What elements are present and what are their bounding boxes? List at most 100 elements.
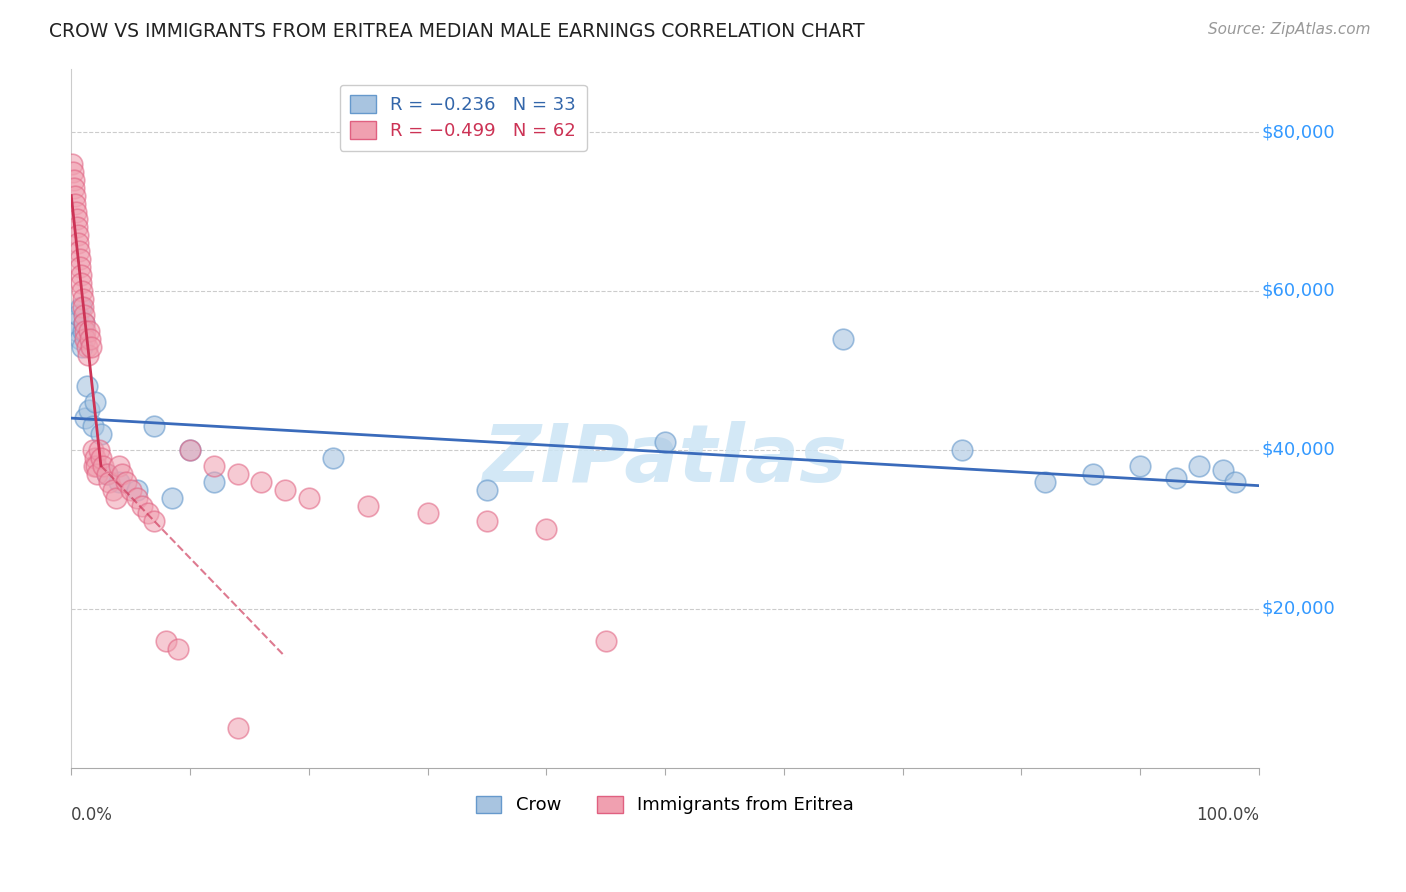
Point: [69, 252, 91, 267]
Point: [82, 442, 104, 457]
Text: CROW VS IMMIGRANTS FROM ERITREA MEDIAN MALE EARNINGS CORRELATION CHART: CROW VS IMMIGRANTS FROM ERITREA MEDIAN M…: [49, 22, 865, 41]
Point: [832, 332, 855, 346]
Point: [77, 324, 100, 338]
Point: [105, 491, 128, 505]
Point: [475, 515, 498, 529]
Point: [250, 475, 273, 489]
Point: [143, 419, 166, 434]
Point: [1212, 463, 1234, 477]
Point: [76, 379, 98, 393]
Point: [67, 308, 90, 322]
Point: [1129, 458, 1152, 473]
Point: [120, 483, 142, 497]
Point: [76, 340, 98, 354]
Point: [63, 180, 86, 194]
Legend: Crow, Immigrants from Eritrea: Crow, Immigrants from Eritrea: [470, 789, 860, 822]
Point: [75, 332, 97, 346]
Point: [66, 228, 89, 243]
Text: $40,000: $40,000: [1261, 441, 1334, 458]
Text: ZIPatlas: ZIPatlas: [482, 421, 848, 499]
Point: [96, 467, 118, 481]
Point: [65, 212, 87, 227]
Point: [66, 324, 89, 338]
Point: [179, 442, 201, 457]
Point: [1033, 475, 1056, 489]
Point: [66, 220, 89, 235]
Point: [167, 641, 190, 656]
Point: [69, 260, 91, 274]
Point: [202, 458, 225, 473]
Point: [179, 442, 201, 457]
Point: [84, 395, 107, 409]
Text: $80,000: $80,000: [1261, 123, 1334, 141]
Point: [160, 491, 183, 505]
Point: [115, 475, 138, 489]
Point: [131, 499, 153, 513]
Point: [226, 721, 249, 735]
Point: [82, 419, 104, 434]
Text: 100.0%: 100.0%: [1197, 806, 1258, 824]
Point: [274, 483, 297, 497]
Point: [69, 332, 91, 346]
Point: [73, 316, 96, 330]
Point: [63, 316, 86, 330]
Point: [70, 340, 93, 354]
Point: [107, 458, 129, 473]
Text: Source: ZipAtlas.com: Source: ZipAtlas.com: [1208, 22, 1371, 37]
Point: [90, 427, 112, 442]
Point: [226, 467, 249, 481]
Text: $60,000: $60,000: [1261, 282, 1334, 300]
Point: [202, 475, 225, 489]
Point: [65, 196, 87, 211]
Point: [101, 483, 124, 497]
Point: [67, 244, 90, 259]
Point: [1223, 475, 1246, 489]
Point: [107, 475, 129, 489]
Point: [84, 450, 107, 465]
Point: [595, 633, 617, 648]
Point: [111, 467, 134, 481]
Point: [475, 483, 498, 497]
Point: [80, 340, 103, 354]
Text: $20,000: $20,000: [1261, 599, 1334, 618]
Point: [84, 458, 107, 473]
Point: [90, 450, 112, 465]
Point: [79, 332, 101, 346]
Point: [77, 403, 100, 417]
Point: [62, 165, 84, 179]
Point: [65, 204, 87, 219]
Point: [86, 467, 108, 481]
Point: [70, 276, 93, 290]
Point: [416, 507, 439, 521]
Point: [654, 434, 676, 449]
Point: [75, 411, 97, 425]
Point: [91, 458, 114, 473]
Point: [62, 173, 84, 187]
Point: [1164, 471, 1187, 485]
Point: [76, 347, 98, 361]
Point: [62, 157, 84, 171]
Point: [72, 324, 94, 338]
Point: [96, 467, 118, 481]
Point: [67, 236, 90, 251]
Point: [1081, 467, 1104, 481]
Point: [125, 491, 148, 505]
Point: [72, 300, 94, 314]
Point: [73, 308, 96, 322]
Point: [70, 284, 93, 298]
Text: 0.0%: 0.0%: [72, 806, 112, 824]
Point: [357, 499, 380, 513]
Point: [138, 507, 160, 521]
Point: [83, 458, 105, 473]
Point: [125, 483, 148, 497]
Point: [536, 522, 558, 536]
Point: [155, 633, 177, 648]
Point: [72, 292, 94, 306]
Point: [298, 491, 321, 505]
Point: [87, 442, 110, 457]
Point: [69, 300, 91, 314]
Point: [950, 442, 973, 457]
Point: [73, 316, 96, 330]
Point: [143, 515, 166, 529]
Point: [69, 268, 91, 282]
